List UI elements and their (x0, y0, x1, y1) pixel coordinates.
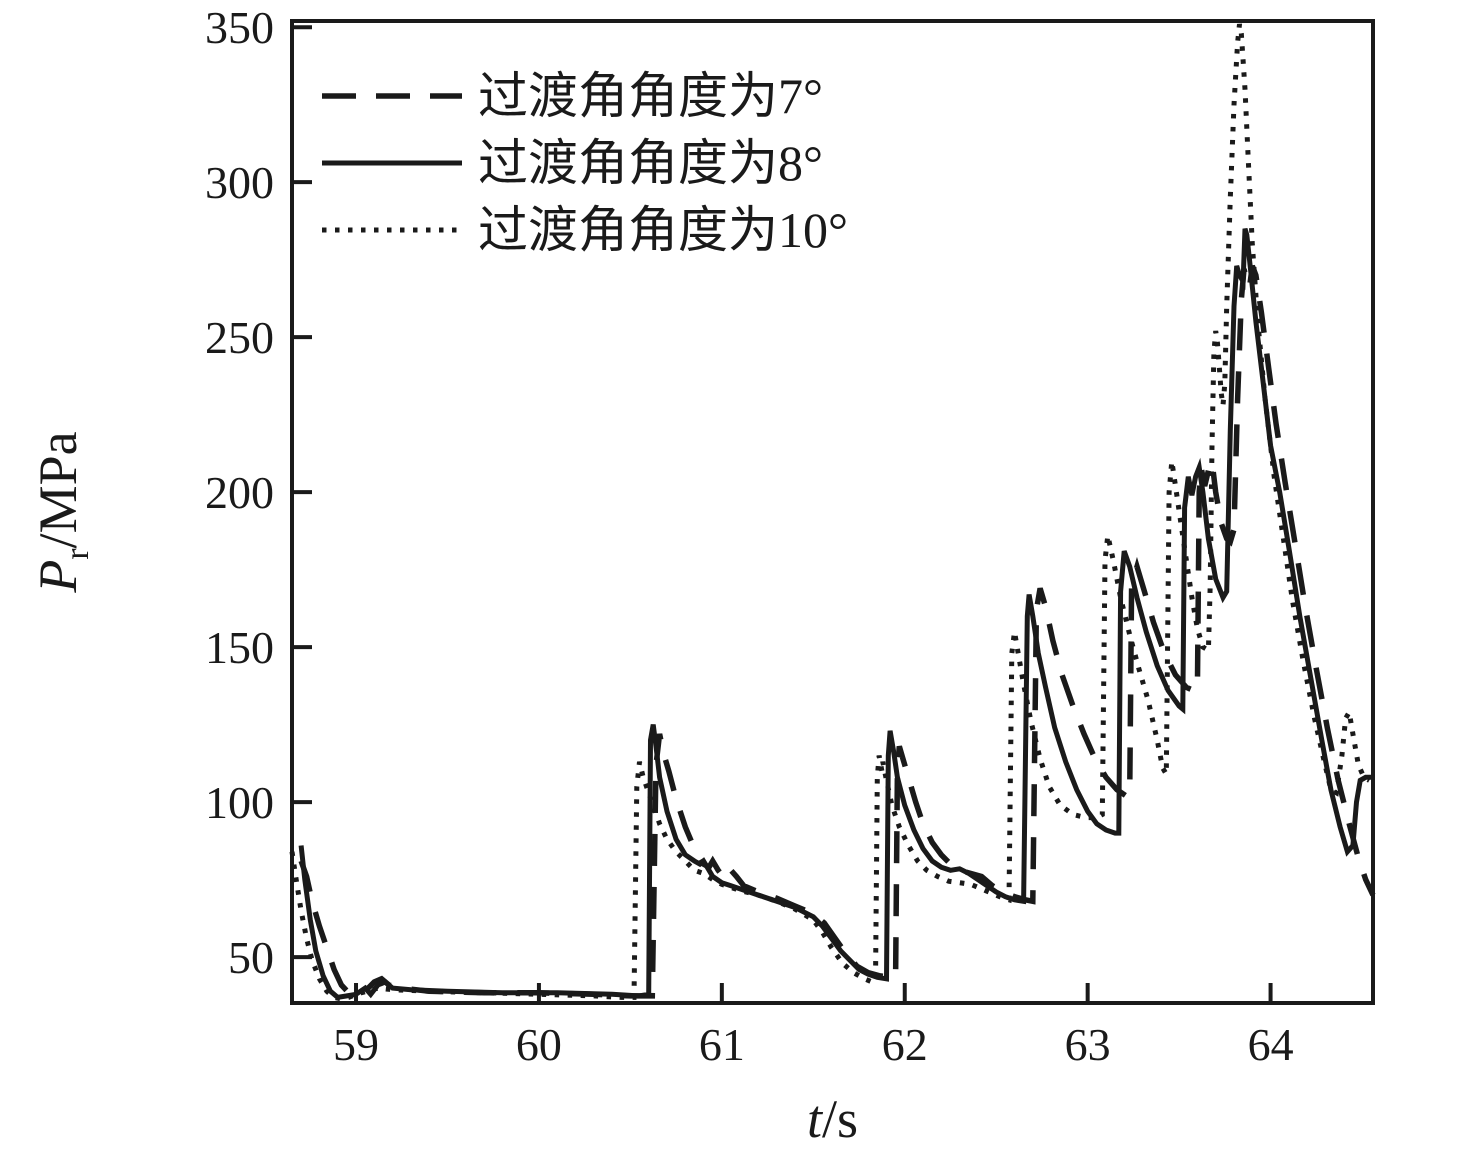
y-tick-label: 350 (205, 2, 274, 53)
x-tick-label: 64 (1248, 1019, 1294, 1070)
dashed-line-swatch (322, 92, 462, 99)
series-line-dashed (298, 264, 1376, 999)
legend-label-10deg: 过渡角角度为10° (478, 201, 848, 258)
legend-item-10deg: 过渡角角度为10° (322, 196, 848, 263)
y-axis-variable: P (28, 559, 89, 593)
y-tick-label: 200 (205, 467, 274, 518)
solid-line-swatch (322, 160, 462, 165)
chart-legend: 过渡角角度为7° 过渡角角度为8° 过渡角角度为10° (322, 62, 848, 263)
y-axis-unit: /MPa (28, 431, 89, 549)
x-tick-label: 59 (333, 1019, 379, 1070)
y-tick-label: 150 (205, 622, 274, 673)
x-tick-label: 63 (1065, 1019, 1111, 1070)
legend-item-7deg: 过渡角角度为7° (322, 62, 848, 129)
x-axis-variable: t (806, 1089, 822, 1149)
legend-item-8deg: 过渡角角度为8° (322, 129, 848, 196)
legend-label-7deg: 过渡角角度为7° (478, 67, 823, 124)
dotted-line-swatch (322, 227, 462, 232)
x-tick-label: 61 (699, 1019, 745, 1070)
y-axis-subscript: r (58, 548, 96, 560)
y-tick-label: 100 (205, 777, 274, 828)
y-tick-label: 300 (205, 157, 274, 208)
x-axis-unit: /s (821, 1089, 859, 1149)
plot-frame (290, 19, 1375, 1005)
x-tick-label: 60 (516, 1019, 562, 1070)
legend-label-8deg: 过渡角角度为8° (478, 134, 823, 191)
x-tick-label: 62 (882, 1019, 928, 1070)
series-line-solid (298, 228, 1373, 1001)
y-tick-label: 50 (228, 932, 274, 983)
y-tick-label: 250 (205, 312, 274, 363)
x-axis-label: t/s (0, 1088, 1476, 1150)
